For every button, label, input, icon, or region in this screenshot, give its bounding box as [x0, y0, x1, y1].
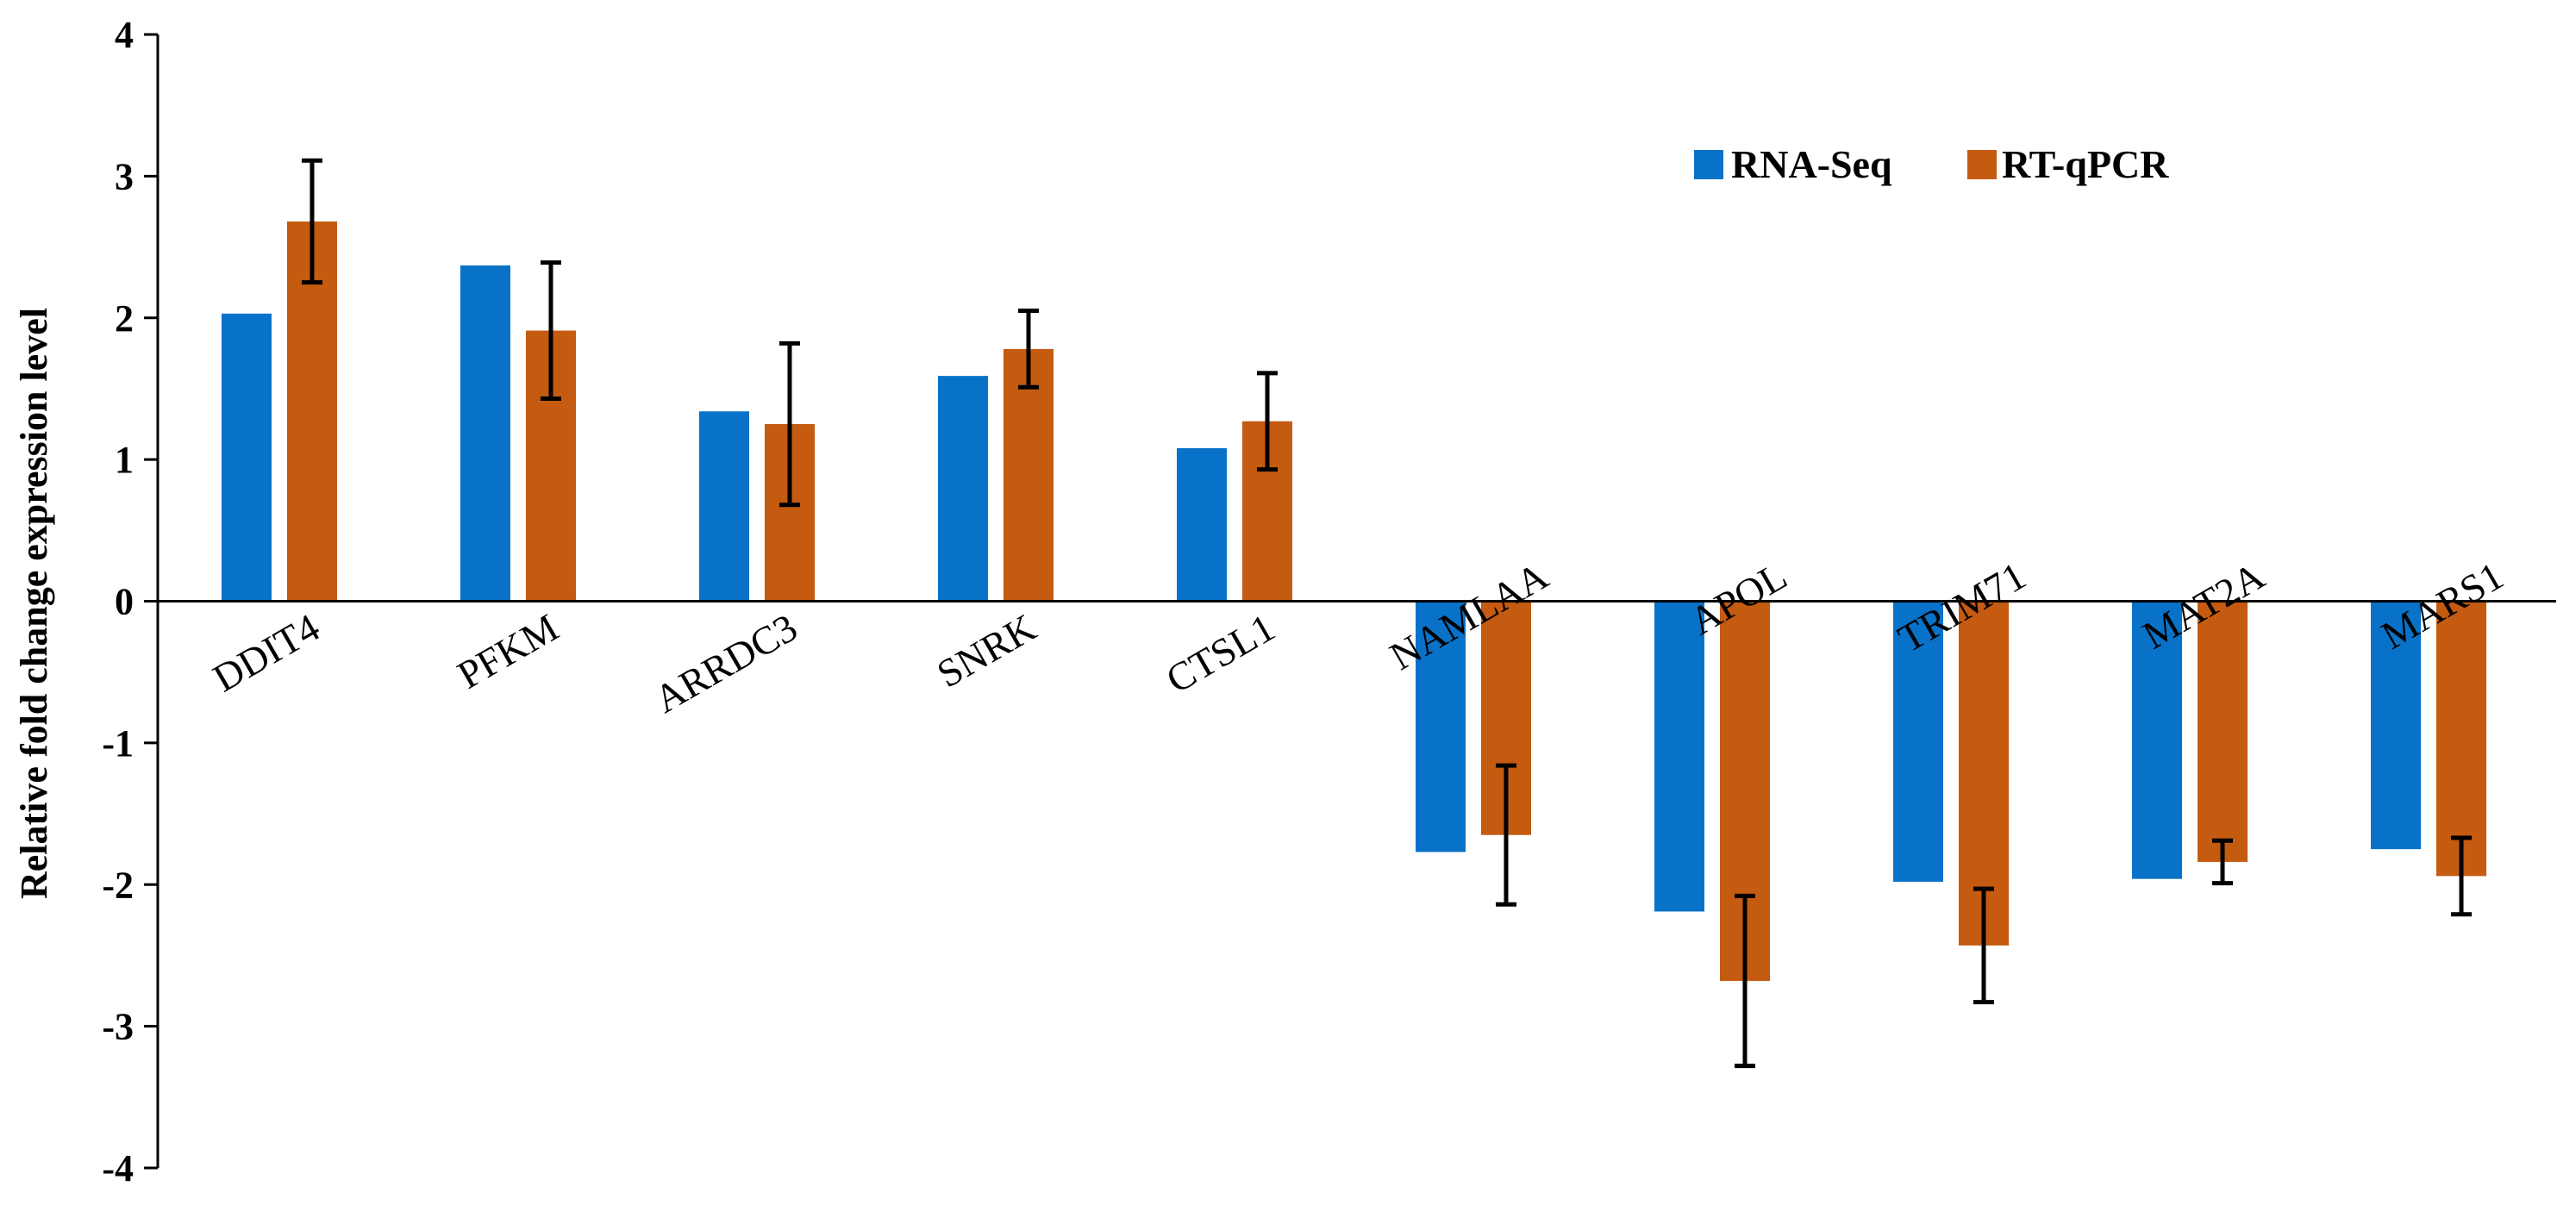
y-tick-label: -3 — [102, 1006, 134, 1048]
legend-label-rna-seq: RNA-Seq — [1731, 142, 1892, 186]
category-label: ARRDC3 — [647, 605, 804, 721]
legend: RNA-Seq RT-qPCR — [1694, 142, 2169, 186]
rt-qpcr-bar — [287, 221, 337, 602]
y-tick-label: 3 — [115, 155, 134, 197]
y-tick-label: 0 — [115, 581, 134, 623]
bars — [222, 221, 2486, 982]
rna-seq-bar — [1654, 601, 1704, 912]
legend-swatch-rna-seq — [1694, 150, 1723, 179]
category-label: CTSL1 — [1159, 605, 1282, 702]
y-tick-label: -2 — [102, 864, 134, 906]
y-tick-label: -4 — [102, 1147, 134, 1189]
rna-seq-bar — [1177, 447, 1227, 602]
category-label: DDIT4 — [205, 605, 327, 701]
rna-seq-bar — [699, 411, 749, 602]
category-label: SNRK — [929, 605, 1043, 696]
error-bars — [302, 158, 2472, 1069]
y-tick-label: 4 — [115, 14, 134, 56]
rt-qpcr-bar — [2436, 601, 2486, 877]
rna-seq-bar — [2371, 601, 2421, 850]
rna-seq-bar — [1893, 601, 1943, 882]
rna-seq-bar — [460, 265, 510, 602]
rt-qpcr-bar — [1004, 348, 1054, 602]
y-axis-label: Relative fold change expression level — [13, 308, 55, 899]
y-tick-label: 2 — [115, 297, 134, 340]
rt-qpcr-bar — [2198, 601, 2248, 862]
legend-swatch-rt-qpcr — [1967, 150, 1997, 179]
legend-label-rt-qpcr: RT-qPCR — [2002, 142, 2169, 186]
y-tick-label: -1 — [102, 722, 134, 765]
rna-seq-bar — [938, 376, 988, 602]
rna-seq-bar — [222, 313, 272, 602]
category-label: PFKM — [450, 605, 566, 697]
y-axis: 4 3 2 1 0 -1 -2 -3 -4 — [102, 14, 159, 1189]
rna-seq-bar — [2132, 601, 2182, 879]
rna-seq-bar — [1416, 601, 1466, 852]
y-tick-label: 1 — [115, 439, 134, 481]
